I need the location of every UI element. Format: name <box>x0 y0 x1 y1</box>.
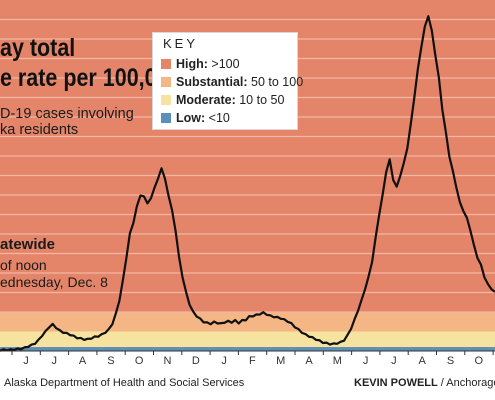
month-label: M <box>276 355 286 367</box>
credit-org: / Anchorage Da <box>440 377 495 389</box>
month-label: J <box>391 355 397 367</box>
x-ticks <box>11 351 494 355</box>
month-label: J <box>51 355 58 367</box>
chart-subtitle-line-1: D-19 cases involving <box>0 106 134 122</box>
asof-line-2: ednesday, Dec. 8 <box>0 274 108 290</box>
month-label: S <box>107 355 115 367</box>
substantial-zone-band <box>0 312 495 332</box>
asof-line-1: of noon <box>0 257 47 273</box>
legend-range-low: <10 <box>208 111 230 125</box>
low-zone-band <box>0 347 495 351</box>
month-label: A <box>305 355 313 367</box>
month-label: M <box>332 355 342 367</box>
case-rate-line <box>0 15 495 352</box>
chart-title-line-1: ay total <box>0 34 76 62</box>
month-label: N <box>163 355 172 367</box>
month-label: O <box>134 355 144 367</box>
chart-title-line-2: e rate per 100,000 <box>0 64 181 92</box>
legend-swatch-low <box>161 113 171 123</box>
month-label: A <box>418 355 426 367</box>
source-note: Alaska Department of Health and Social S… <box>4 377 245 389</box>
chart-subtitle-line-2: ka residents <box>0 122 79 138</box>
month-label: F <box>249 355 256 367</box>
legend-range-substantial: 50 to 100 <box>251 75 304 89</box>
month-label: J <box>221 355 227 367</box>
legend-swatch-moderate <box>161 95 171 105</box>
legend-item-substantial: Substantial: 50 to 100 <box>161 75 303 89</box>
legend-title: KEY <box>163 36 199 51</box>
month-label: J <box>362 355 369 367</box>
legend-swatch-substantial <box>161 77 171 87</box>
legend-swatch-high <box>161 59 171 69</box>
legend-label-low: Low: <box>176 111 206 125</box>
credit-name: KEVIN POWELL <box>354 377 438 389</box>
legend-label-moderate: Moderate: <box>176 93 236 107</box>
month-label: D <box>191 355 200 367</box>
legend-range-high: >100 <box>211 57 240 71</box>
legend-item-high: High: >100 <box>161 57 240 71</box>
legend-key: KEY High: >100 Substantial: 50 to 100 Mo… <box>152 32 303 130</box>
legend-label-substantial: Substantial: <box>176 75 248 89</box>
legend-item-moderate: Moderate: 10 to 50 <box>161 93 284 107</box>
month-label: J <box>23 355 29 367</box>
month-label: A <box>78 355 87 367</box>
legend-range-moderate: 10 to 50 <box>239 93 285 107</box>
legend-item-low: Low: <10 <box>161 111 230 125</box>
month-label: S <box>446 355 455 367</box>
month-label: O <box>474 355 484 367</box>
location-label: atewide <box>0 236 56 253</box>
moderate-zone-band <box>0 331 495 348</box>
credit-line: KEVIN POWELL / Anchorage Da <box>354 377 495 389</box>
legend-label-high: High: <box>176 57 208 71</box>
